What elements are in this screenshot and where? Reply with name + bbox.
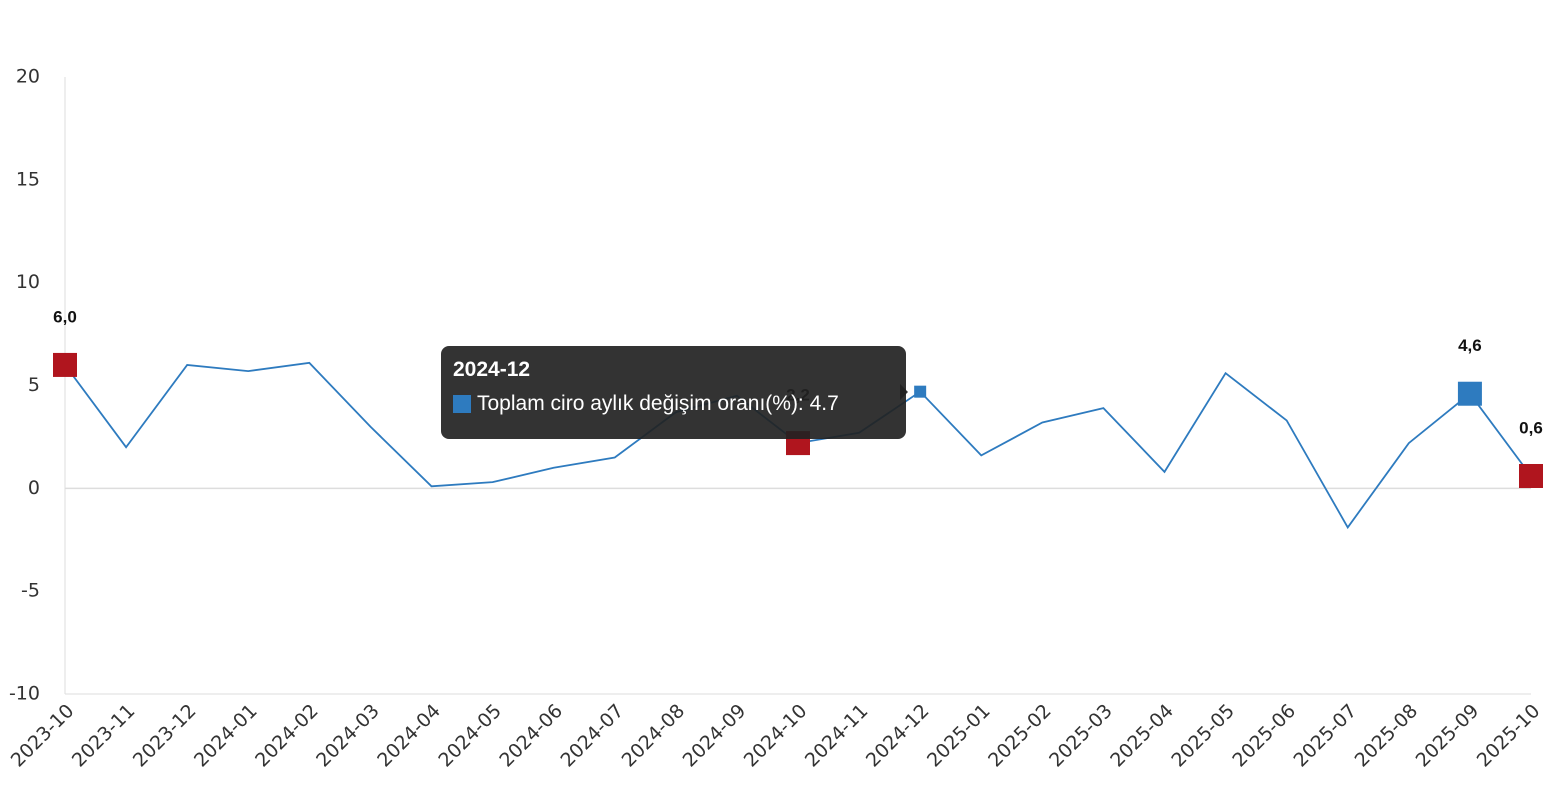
point-marker bbox=[914, 385, 927, 398]
y-tick-label: 0 bbox=[28, 477, 40, 499]
x-tick-label: 2024-09 bbox=[679, 700, 751, 772]
x-tick-label: 2024-07 bbox=[556, 700, 628, 772]
value-label: 4,6 bbox=[1458, 336, 1482, 355]
x-tick-label: 2024-01 bbox=[190, 700, 262, 772]
x-tick-label: 2025-04 bbox=[1106, 700, 1178, 772]
x-tick-label: 2024-10 bbox=[740, 700, 812, 772]
x-tick-label: 2023-11 bbox=[68, 700, 140, 772]
x-tick-label: 2024-05 bbox=[434, 700, 506, 772]
y-tick-label: 5 bbox=[28, 374, 40, 396]
x-tick-label: 2023-12 bbox=[129, 700, 201, 772]
point-marker bbox=[1457, 381, 1482, 406]
x-tick-label: 2025-08 bbox=[1351, 700, 1423, 772]
x-tick-label: 2025-10 bbox=[1473, 700, 1545, 772]
point-marker bbox=[53, 352, 77, 377]
x-tick-label: 2024-03 bbox=[312, 700, 384, 772]
x-tick-label: 2025-05 bbox=[1167, 700, 1239, 772]
x-tick-label: 2024-06 bbox=[495, 700, 567, 772]
tooltip-line: Toplam ciro aylık değişim oranı(%): 4.7 bbox=[453, 392, 894, 416]
x-tick-label: 2025-06 bbox=[1228, 700, 1300, 772]
tooltip-swatch bbox=[453, 395, 471, 413]
tooltip: 2024-12 Toplam ciro aylık değişim oranı(… bbox=[441, 346, 908, 439]
x-tick-label: 2025-01 bbox=[923, 700, 995, 772]
x-tick-label: 2025-07 bbox=[1289, 700, 1361, 772]
tooltip-title: 2024-12 bbox=[453, 358, 531, 381]
x-tick-label: 2024-02 bbox=[251, 700, 323, 772]
x-tick-label: 2024-12 bbox=[862, 700, 934, 772]
value-label: 0,6 bbox=[1519, 418, 1543, 437]
x-tick-label: 2025-03 bbox=[1045, 700, 1117, 772]
x-tick-label: 2024-11 bbox=[801, 700, 873, 772]
y-tick-label: -5 bbox=[21, 580, 40, 602]
y-tick-label: 10 bbox=[16, 271, 40, 293]
x-tick-label: 2023-10 bbox=[7, 700, 79, 772]
value-label: 6,0 bbox=[53, 307, 77, 326]
tooltip-text: Toplam ciro aylık değişim oranı(%): 4.7 bbox=[477, 392, 839, 415]
x-tick-label: 2025-09 bbox=[1412, 700, 1484, 772]
x-tick-label: 2025-02 bbox=[984, 700, 1056, 772]
x-tick-label: 2024-08 bbox=[618, 700, 690, 772]
x-tick-label: 2024-04 bbox=[373, 700, 445, 772]
point-marker bbox=[1519, 463, 1543, 488]
y-tick-label: 15 bbox=[16, 168, 40, 190]
y-tick-label: -10 bbox=[9, 683, 40, 705]
y-tick-label: 20 bbox=[16, 66, 40, 88]
